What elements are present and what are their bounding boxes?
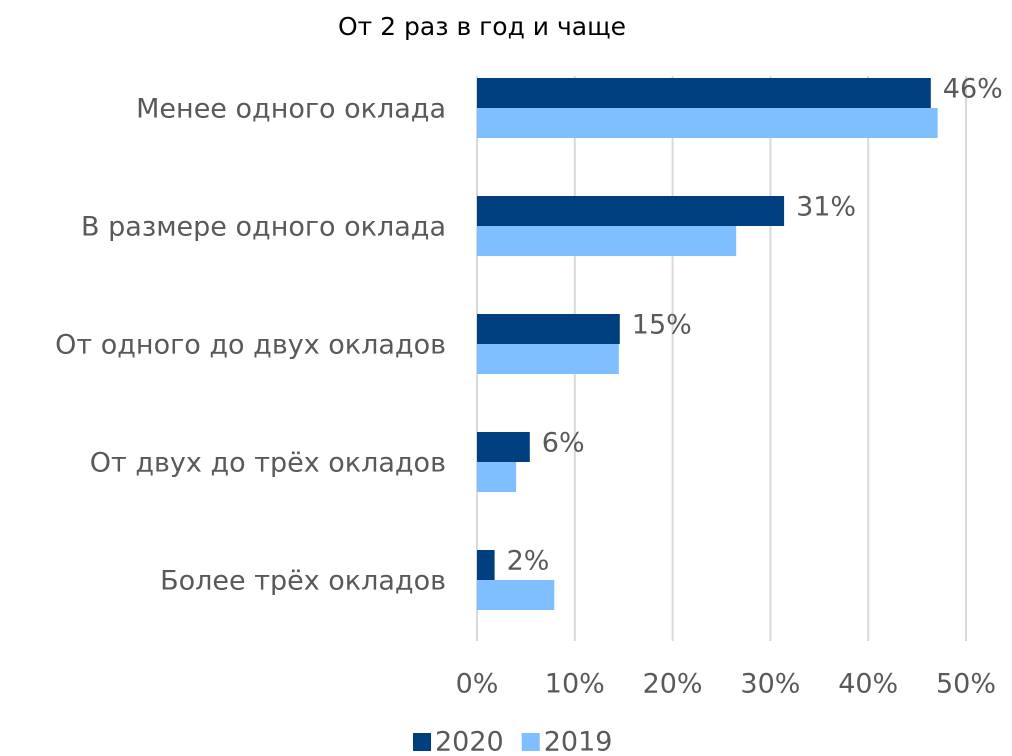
bar [477,580,555,610]
y-tick-label: От двух до трёх окладов [90,448,446,479]
y-tick-label: От одного до двух окладов [55,330,446,361]
legend-swatch [413,733,431,751]
data-label: 15% [632,310,692,341]
y-tick-label: В размере одного оклада [81,212,446,243]
x-tick-label: 10% [545,669,605,700]
y-tick-label: Менее одного оклада [136,94,446,125]
data-label: 2% [507,546,550,577]
legend-swatch [521,733,540,751]
bar [477,196,785,226]
bar [477,344,619,374]
y-tick-label: Более трёх окладов [160,566,446,597]
x-tick-label: 40% [838,669,898,700]
chart-title: От 2 раз в год и чаще [338,12,626,41]
legend-label: 2019 [544,727,613,756]
bar [477,314,620,344]
bar [477,462,517,492]
bar [477,550,495,580]
bar [477,226,737,256]
x-tick-label: 0% [456,669,499,700]
data-label: 31% [796,192,856,223]
bar [477,78,931,108]
bar [477,432,530,462]
x-tick-label: 50% [936,669,996,700]
legend-label: 2020 [435,727,504,756]
data-label: 6% [542,428,585,459]
bar [477,108,938,138]
x-tick-label: 30% [740,669,800,700]
x-tick-label: 20% [643,669,703,700]
data-label: 46% [943,74,1003,105]
